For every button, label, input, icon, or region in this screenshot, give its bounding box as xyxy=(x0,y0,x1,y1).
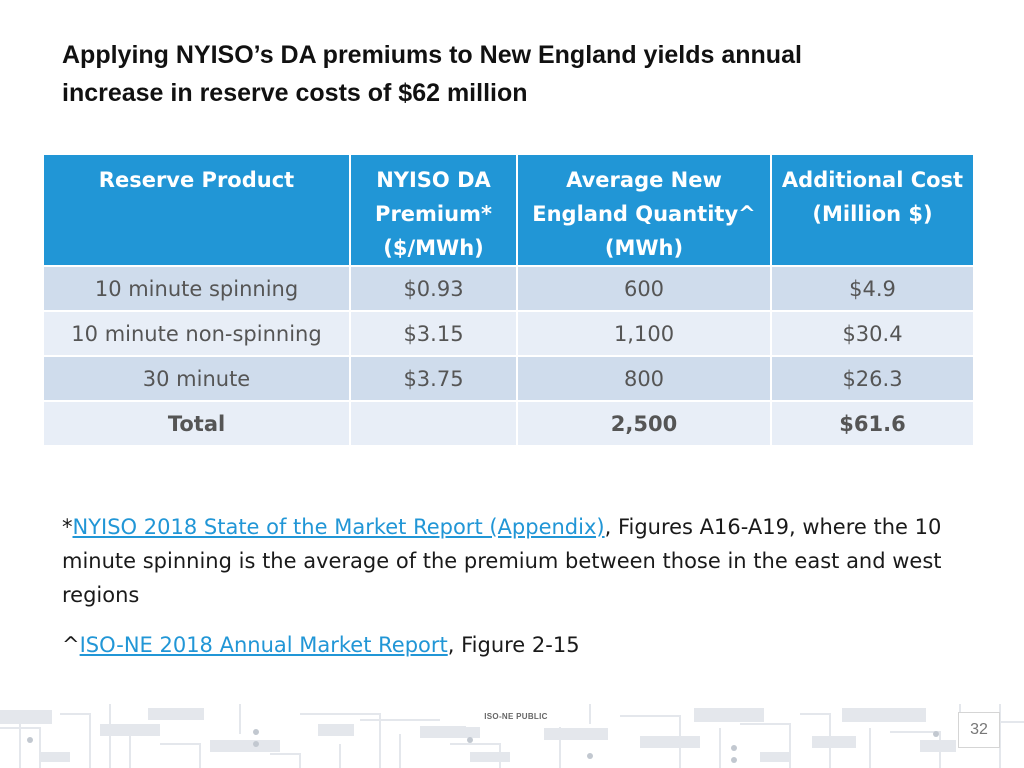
header-average-ne-quantity: Average New England Quantity^ (MWh) xyxy=(516,153,772,267)
cell-premium: $3.15 xyxy=(349,310,518,357)
footnote-isone: ^ISO-NE 2018 Annual Market Report, Figur… xyxy=(62,628,962,662)
iso-ne-public-tag: ISO-NE PUBLIC xyxy=(466,707,566,727)
header-additional-cost: Additional Cost (Million $) xyxy=(770,153,975,267)
cell-total-label: Total xyxy=(42,400,351,447)
circuit-pattern xyxy=(0,704,1024,768)
cell-reserve-product: 30 minute xyxy=(42,355,351,402)
table-total-row: Total 2,500 $61.6 xyxy=(42,400,975,447)
cell-total-premium xyxy=(349,400,518,447)
header-reserve-product: Reserve Product xyxy=(42,153,351,267)
footnote-isone-text: , Figure 2-15 xyxy=(447,633,580,657)
title-line-1: Applying NYISO’s DA premiums to New Engl… xyxy=(62,41,802,69)
cell-quantity: 600 xyxy=(516,265,772,312)
header-nyiso-da-premium: NYISO DA Premium* ($/MWh) xyxy=(349,153,518,267)
page-number: 32 xyxy=(958,712,1000,748)
title-line-2: increase in reserve costs of $62 million xyxy=(62,79,528,107)
cell-reserve-product: 10 minute spinning xyxy=(42,265,351,312)
table-header-row: Reserve Product NYISO DA Premium* ($/MWh… xyxy=(42,153,975,267)
cell-total-quantity: 2,500 xyxy=(516,400,772,447)
footnote-asterisk: * xyxy=(62,515,73,539)
nyiso-report-link[interactable]: NYISO 2018 State of the Market Report (A… xyxy=(72,515,605,539)
cell-additional-cost: $30.4 xyxy=(770,310,975,357)
cell-premium: $3.75 xyxy=(349,355,518,402)
cell-additional-cost: $26.3 xyxy=(770,355,975,402)
cell-additional-cost: $4.9 xyxy=(770,265,975,312)
footer-circuit-decoration xyxy=(0,704,1024,768)
cell-reserve-product: 10 minute non-spinning xyxy=(42,310,351,357)
footnote-nyiso: *NYISO 2018 State of the Market Report (… xyxy=(62,510,962,612)
table-row: 10 minute spinning $0.93 600 $4.9 xyxy=(42,265,975,312)
cell-quantity: 1,100 xyxy=(516,310,772,357)
footnotes: *NYISO 2018 State of the Market Report (… xyxy=(62,510,962,678)
table-row: 30 minute $3.75 800 $26.3 xyxy=(42,355,975,402)
slide-title: Applying NYISO’s DA premiums to New Engl… xyxy=(62,36,962,112)
cell-quantity: 800 xyxy=(516,355,772,402)
reserve-cost-table: Reserve Product NYISO DA Premium* ($/MWh… xyxy=(42,153,975,447)
footnote-nyiso-text: , Figures A16-A19, where the 10 minute s… xyxy=(62,515,942,607)
cell-total-cost: $61.6 xyxy=(770,400,975,447)
isone-report-link[interactable]: ISO-NE 2018 Annual Market Report xyxy=(79,633,448,657)
footnote-caret: ^ xyxy=(62,633,80,657)
cell-premium: $0.93 xyxy=(349,265,518,312)
table-row: 10 minute non-spinning $3.15 1,100 $30.4 xyxy=(42,310,975,357)
